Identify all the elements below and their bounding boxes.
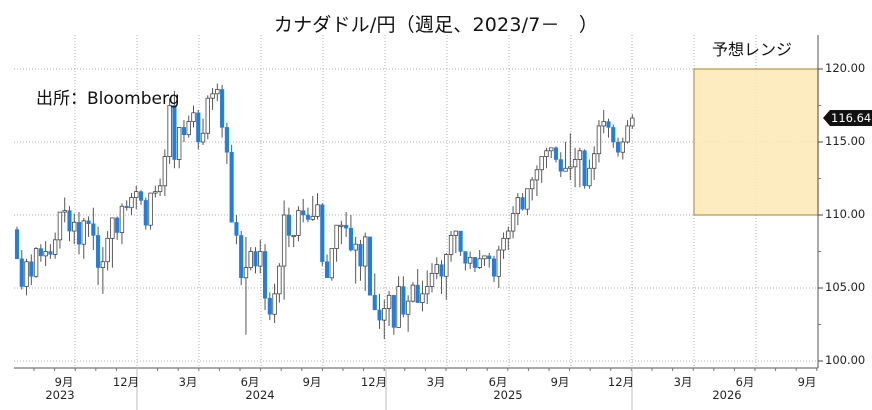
x-tick-label: 12月 bbox=[607, 375, 635, 389]
forecast-range-label: 予想レンジ bbox=[712, 40, 793, 59]
x-year-label: 2026 bbox=[712, 388, 742, 402]
last-price-badge: 116.64 bbox=[823, 110, 872, 126]
x-tick-label: 9月 bbox=[797, 375, 817, 389]
x-year-label: 2023 bbox=[45, 388, 75, 402]
y-tick-label: 110.00 bbox=[825, 207, 866, 221]
x-tick-label: 3月 bbox=[178, 375, 198, 389]
x-tick-label: 12月 bbox=[360, 375, 388, 389]
y-tick-label: 100.00 bbox=[825, 353, 866, 367]
x-tick-label: 6月 bbox=[735, 375, 755, 389]
x-tick-label: 3月 bbox=[673, 375, 693, 389]
x-tick-label: 12月 bbox=[112, 375, 140, 389]
y-tick-label: 120.00 bbox=[825, 61, 866, 75]
source-label: 出所：Bloomberg bbox=[36, 89, 180, 109]
y-tick-label: 105.00 bbox=[825, 280, 866, 294]
x-year-label: 2024 bbox=[245, 388, 275, 402]
candles bbox=[14, 83, 635, 340]
chart-title: カナダドル/円（週足、2023/7－ ） bbox=[273, 14, 599, 36]
x-tick-label: 9月 bbox=[550, 375, 570, 389]
x-tick-label: 9月 bbox=[302, 375, 322, 389]
x-tick-label: 6月 bbox=[240, 375, 260, 389]
y-tick-label: 115.00 bbox=[825, 134, 866, 148]
x-tick-label: 6月 bbox=[488, 375, 508, 389]
axes bbox=[14, 35, 823, 410]
x-tick-label: 9月 bbox=[54, 375, 74, 389]
x-tick-label: 3月 bbox=[426, 375, 446, 389]
forecast-range-box bbox=[693, 68, 819, 216]
x-year-label: 2025 bbox=[493, 388, 523, 402]
